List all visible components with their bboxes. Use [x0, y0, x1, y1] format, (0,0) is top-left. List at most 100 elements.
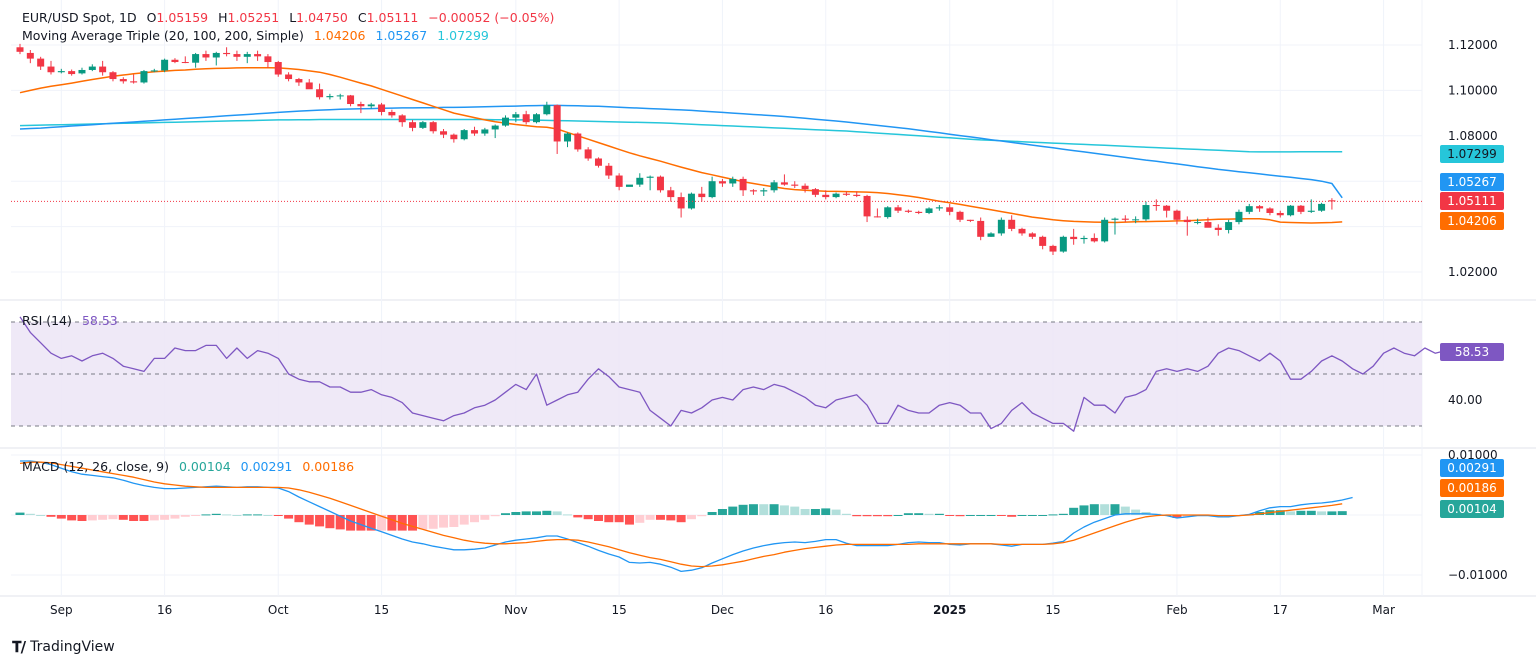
candle — [543, 101, 551, 116]
candle — [450, 133, 458, 143]
macd-histogram-bar — [676, 515, 686, 523]
candle-body — [1245, 206, 1253, 212]
ma200-line — [19, 118, 1343, 153]
macd-histogram-bar — [449, 515, 459, 527]
open-value: 1.05159 — [156, 10, 209, 25]
macd-histogram-bar — [439, 515, 449, 528]
candle — [956, 210, 964, 223]
macd-axis-label: 0.01000 — [1448, 448, 1498, 462]
candle-body — [471, 130, 479, 134]
macd-histogram-bar — [841, 513, 851, 515]
candle-body — [997, 219, 1005, 234]
macd-histogram-bar — [821, 508, 831, 515]
candle-body — [326, 96, 334, 98]
macd-histogram-bar — [769, 504, 779, 515]
macd-tag-bg — [1440, 459, 1504, 477]
symbol-legend: EUR/USD Spot, 1D O1.05159 H1.05251 L1.04… — [22, 10, 560, 25]
candle — [594, 157, 602, 168]
candle — [791, 181, 799, 189]
candle — [739, 176, 747, 196]
symbol-title: EUR/USD Spot, 1D — [22, 10, 137, 25]
candle-body — [1225, 222, 1233, 231]
candle — [698, 186, 706, 202]
macd-histogram-bar — [914, 513, 924, 515]
histogram-tag-bg — [1440, 500, 1504, 518]
time-axis-label: Nov — [504, 603, 527, 617]
candle-body — [491, 125, 499, 130]
candle-body — [770, 182, 778, 191]
candle — [409, 119, 417, 132]
macd-histogram-bar — [242, 514, 252, 516]
candle-body — [274, 62, 282, 75]
macd-histogram-bar — [1110, 504, 1120, 515]
candle-body — [904, 210, 912, 212]
candle — [388, 109, 396, 118]
tradingview-logo-icon: 𝐓/ — [12, 638, 26, 656]
candle-body — [873, 216, 881, 218]
candle-body — [264, 56, 272, 63]
time-axis[interactable]: Sep 16 Oct 15 Nov 15 Dec 16 2025 15 Feb 17 Mar — [50, 603, 1395, 617]
candle-body — [1276, 212, 1284, 216]
close-value: 1.05111 — [366, 10, 419, 25]
macd-tag-text: 0.00291 — [1447, 461, 1497, 475]
candle-body — [1132, 219, 1140, 221]
candle — [1142, 201, 1150, 221]
macd-histogram-bar — [1017, 515, 1027, 516]
macd-histogram-bar — [191, 515, 201, 516]
candle — [460, 128, 468, 141]
macd-histogram-bar — [562, 514, 572, 516]
macd-histogram-bar — [315, 515, 325, 527]
macd-tag: 0.00291 — [1440, 459, 1504, 477]
ma-legend-title: Moving Average Triple (20, 100, 200, Sim… — [22, 28, 304, 43]
signal-line — [19, 461, 1343, 568]
candle-body — [295, 79, 303, 83]
candle — [264, 54, 272, 68]
price-tag: 1.05267 — [1440, 173, 1504, 191]
price-tags: 1.07299 1.05267 1.05111 1.04206 58.53 0.00291… — [1440, 145, 1504, 518]
macd-histogram-bar — [604, 515, 614, 523]
tradingview-logo[interactable]: 𝐓/ TradingView — [12, 638, 115, 656]
price-axis[interactable]: 1.12000 1.10000 1.08000 1.02000 40.00 0.01000… — [1448, 38, 1508, 582]
rsi-background-band — [11, 321, 1422, 427]
candle-body — [1194, 222, 1202, 224]
candle-body — [16, 47, 24, 52]
candle — [636, 173, 644, 187]
candle — [378, 102, 386, 116]
macd-histogram-bar — [831, 509, 841, 515]
candle — [1183, 216, 1191, 236]
macd-histogram-bar — [1027, 515, 1037, 516]
candle — [687, 192, 695, 210]
candle — [109, 71, 117, 82]
candle-body — [57, 71, 65, 73]
candle-body — [1142, 205, 1150, 220]
candle-body — [925, 208, 933, 213]
rsi-plot — [19, 316, 1456, 432]
macd-histogram-bar — [872, 515, 882, 517]
price-tag-text: 1.07299 — [1447, 147, 1497, 161]
macd-histogram-bar — [201, 514, 211, 516]
macd-histogram-bar — [501, 513, 511, 515]
candle — [729, 176, 737, 187]
candle — [708, 176, 716, 199]
candle-body — [161, 59, 169, 71]
candle-body — [119, 79, 127, 82]
macd-axis-label: −0.01000 — [1448, 568, 1508, 582]
macd-histogram-bar — [232, 515, 242, 516]
candle-body — [1297, 205, 1305, 212]
candle-body — [853, 194, 861, 196]
macd-histogram-bar — [490, 515, 500, 517]
macd-hist-value: 0.00104 — [178, 459, 231, 474]
price-tag: 1.05111 — [1440, 192, 1504, 210]
macd-histogram-bar — [790, 506, 800, 515]
macd-histogram-bar — [1048, 514, 1058, 516]
macd-histogram-bar — [87, 515, 97, 521]
macd-histogram-bar — [1337, 511, 1347, 515]
candle-body — [1059, 236, 1067, 252]
time-axis-label: 17 — [1273, 603, 1288, 617]
candle — [285, 72, 293, 82]
candle-body — [88, 66, 96, 70]
candle — [429, 121, 437, 134]
rsi-line — [19, 316, 1456, 432]
candle — [202, 50, 210, 61]
